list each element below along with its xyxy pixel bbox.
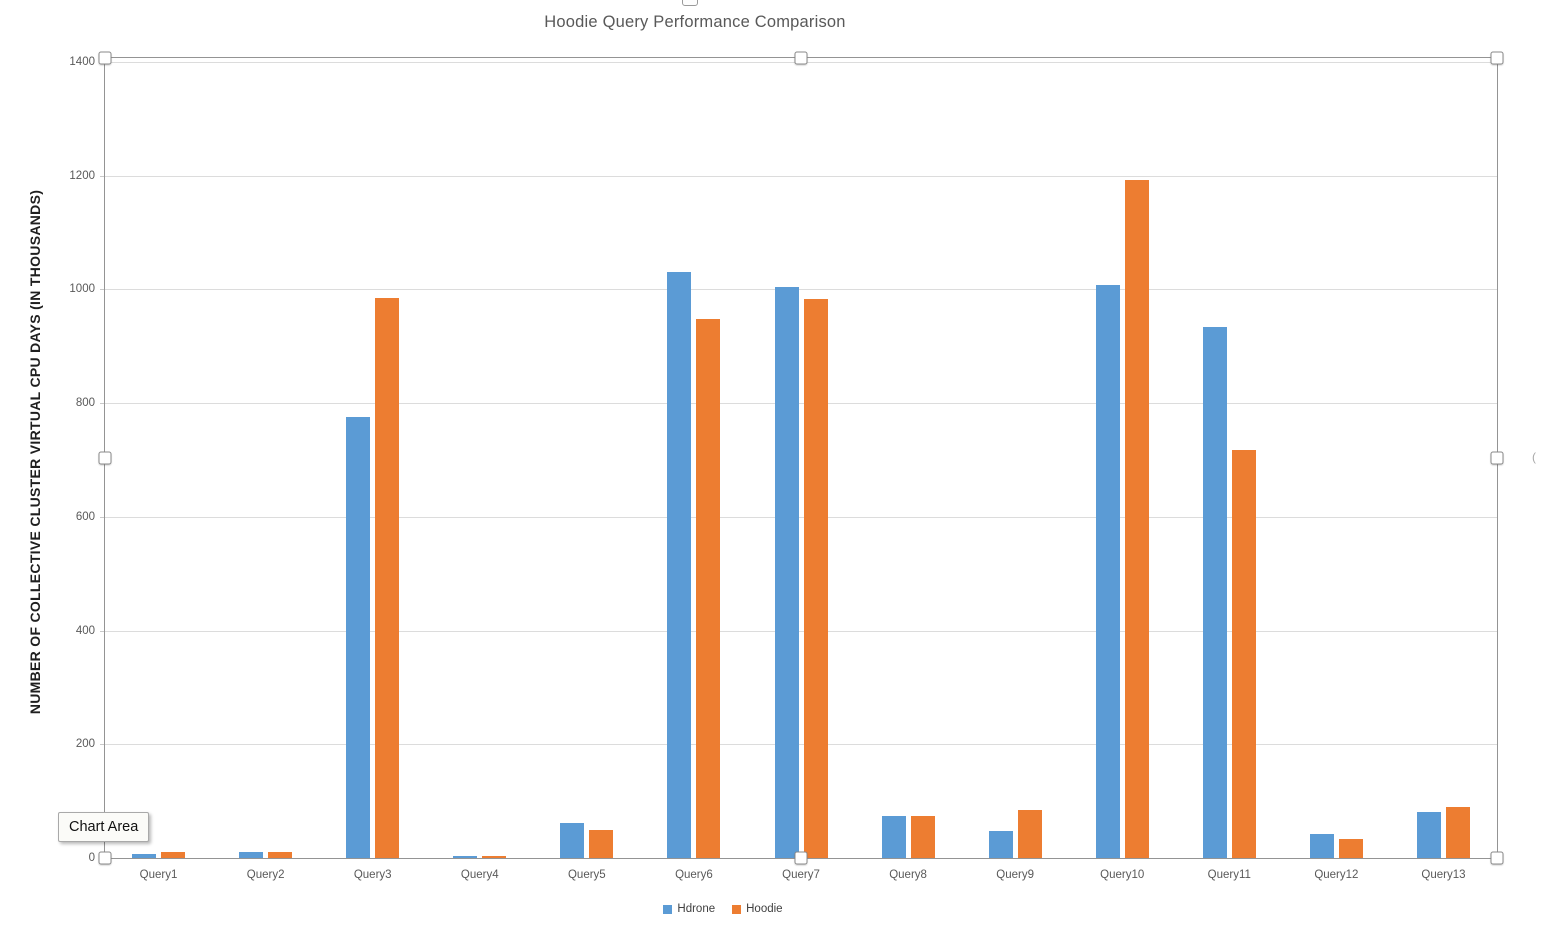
plot-area[interactable]: [105, 62, 1497, 859]
gridline-800: [105, 403, 1497, 405]
bar-hoodie-query12[interactable]: [1338, 839, 1363, 858]
x-tick-label-query12: Query12: [1314, 869, 1359, 881]
selection-handle-mid-left[interactable]: [98, 451, 112, 465]
y-tick-label: 1200: [69, 169, 95, 182]
legend-item-hdrone[interactable]: Hdrone: [663, 903, 715, 915]
bar-hoodie-query4[interactable]: [482, 855, 507, 858]
y-tick: [100, 516, 105, 518]
y-tick-label: 400: [75, 624, 95, 637]
x-tick-label-query6: Query6: [675, 869, 713, 881]
bar-hdrone-query13[interactable]: [1416, 811, 1441, 858]
bar-hoodie-query5[interactable]: [589, 829, 614, 858]
bar-hoodie-query2[interactable]: [268, 852, 293, 858]
legend-label: Hdrone: [677, 903, 716, 915]
bar-hoodie-query7[interactable]: [803, 298, 828, 858]
x-tick-label-query5: Query5: [567, 869, 606, 881]
x-tick-label-query7: Query7: [782, 869, 820, 881]
bar-hoodie-query6[interactable]: [696, 318, 721, 858]
bar-hoodie-query1[interactable]: [161, 851, 186, 858]
y-tick-label: 800: [75, 397, 95, 410]
bar-hoodie-query9[interactable]: [1017, 809, 1042, 858]
gridline-200: [105, 744, 1497, 746]
x-tick-label-query10: Query10: [1100, 869, 1145, 881]
bar-hdrone-query7[interactable]: [774, 286, 799, 858]
y-tick-label: 0: [88, 852, 95, 864]
y-tick: [100, 175, 105, 177]
bar-hoodie-query10[interactable]: [1124, 179, 1149, 858]
bar-hdrone-query11[interactable]: [1202, 326, 1227, 858]
bar-hdrone-query5[interactable]: [560, 822, 585, 858]
bar-hdrone-query3[interactable]: [346, 416, 371, 858]
selection-handle-mid-right[interactable]: [1490, 451, 1504, 465]
legend-swatch-icon: [663, 904, 673, 914]
bar-hdrone-query12[interactable]: [1309, 834, 1334, 858]
bar-hoodie-query8[interactable]: [910, 815, 935, 858]
y-tick-label: 600: [75, 510, 95, 523]
y-tick: [100, 403, 105, 405]
selection-handle-top-center[interactable]: [794, 51, 808, 65]
gridline-1200: [105, 175, 1497, 177]
bar-hdrone-query10[interactable]: [1095, 284, 1120, 858]
gridline-400: [105, 630, 1497, 632]
legend-swatch-icon: [732, 904, 742, 914]
bar-hdrone-query9[interactable]: [988, 830, 1013, 858]
selection-handle-top-left[interactable]: [98, 51, 112, 65]
x-tick-label-query3: Query3: [353, 869, 392, 881]
selection-handle-top-right[interactable]: [1490, 51, 1504, 65]
selection-handle-bottom-left[interactable]: [98, 851, 112, 865]
legend-item-hoodie[interactable]: Hoodie: [732, 903, 783, 915]
gridline-1000: [105, 289, 1497, 291]
y-tick-label: 1000: [69, 283, 95, 296]
bar-hoodie-query13[interactable]: [1445, 806, 1470, 858]
bar-hdrone-query2[interactable]: [239, 852, 264, 858]
legend[interactable]: Hdrone Hoodie: [0, 903, 1446, 915]
legend-label: Hoodie: [746, 903, 783, 915]
bar-hoodie-query11[interactable]: [1231, 450, 1256, 858]
chart-title[interactable]: Hoodie Query Performance Comparison: [544, 13, 846, 31]
y-tick-label: 200: [75, 738, 95, 751]
x-tick-label-query1: Query1: [139, 869, 178, 881]
bar-hdrone-query8[interactable]: [881, 815, 906, 858]
x-tick-label-query2: Query2: [246, 869, 285, 881]
chart-area-tooltip: Chart Area: [58, 812, 150, 842]
x-tick-label-query11: Query11: [1207, 869, 1251, 881]
bar-hdrone-query6[interactable]: [667, 272, 692, 858]
x-tick-label-query8: Query8: [889, 869, 927, 881]
selection-handle-bottom-right[interactable]: [1490, 851, 1504, 865]
selection-handle-bottom-center[interactable]: [794, 851, 808, 865]
x-tick-label-query13: Query13: [1421, 869, 1466, 881]
y-tick: [100, 289, 105, 291]
x-tick-label-query9: Query9: [996, 869, 1034, 881]
bar-hoodie-query3[interactable]: [375, 297, 400, 858]
x-tick-label-query4: Query4: [460, 869, 499, 881]
chart-object-top-handle[interactable]: [682, 0, 698, 6]
bar-hdrone-query4[interactable]: [453, 855, 478, 858]
bar-hdrone-query1[interactable]: [132, 854, 157, 858]
gridline-600: [105, 516, 1497, 518]
y-tick: [100, 630, 105, 632]
y-tick: [100, 744, 105, 746]
cursor-artifact: (: [1532, 450, 1536, 464]
y-tick-label: 1400: [69, 56, 95, 68]
